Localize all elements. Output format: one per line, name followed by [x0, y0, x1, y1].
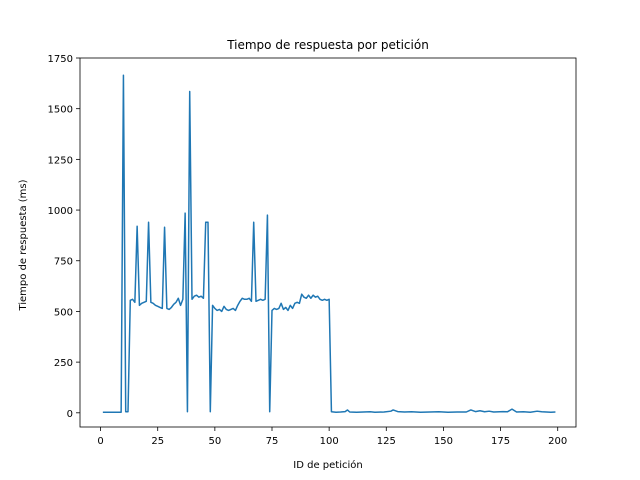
x-tick-label: 75 — [266, 436, 279, 447]
x-axis-title: ID de petición — [293, 459, 362, 471]
chart-title: Tiempo de respuesta por petición — [226, 38, 429, 52]
axes-frame — [79, 57, 577, 428]
y-axis-title: Tiempo de respuesta (ms) — [18, 179, 29, 311]
x-tick-label: 0 — [97, 436, 103, 447]
x-tick-label: 50 — [208, 436, 221, 447]
y-tick-label: 1500 — [48, 105, 73, 116]
x-tick-label: 175 — [491, 436, 510, 447]
x-tick-label: 200 — [548, 436, 567, 447]
y-tick-label: 750 — [54, 257, 73, 268]
axis-ticks: 0 25 50 75 100 125 150 175 200 0 250 500 750 1000 1250… — [48, 54, 568, 447]
x-tick-label: 100 — [320, 436, 339, 447]
x-tick-label: 25 — [151, 436, 164, 447]
y-tick-label: 1000 — [48, 206, 73, 217]
series-line — [102, 74, 556, 413]
y-tick-label: 0 — [67, 409, 73, 420]
y-tick-label: 250 — [54, 358, 73, 369]
x-tick-label: 125 — [377, 436, 396, 447]
y-tick-label: 1250 — [48, 155, 73, 166]
y-tick-label: 1750 — [48, 54, 73, 65]
y-tick-label: 500 — [54, 307, 73, 318]
plot-area — [79, 57, 577, 428]
x-tick-label: 150 — [434, 436, 453, 447]
